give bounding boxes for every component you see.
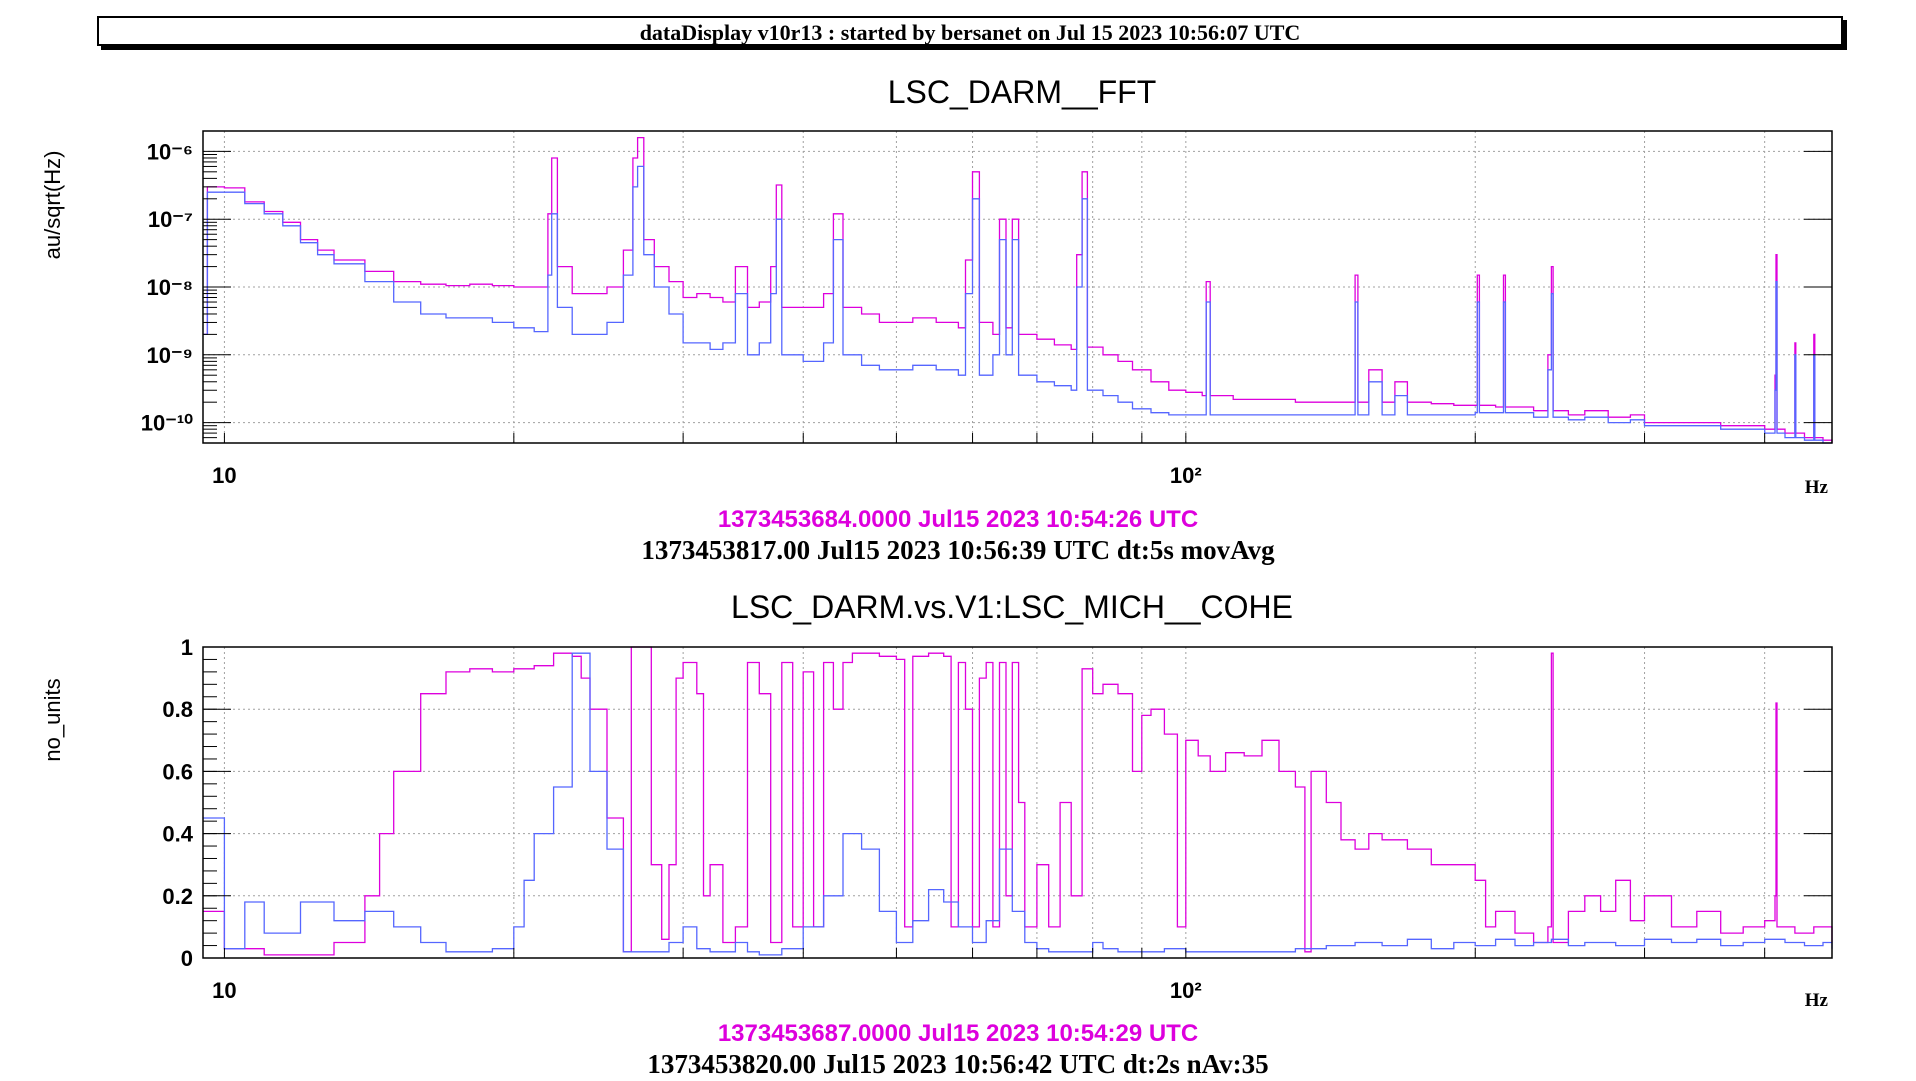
cohe-y-tick-label: 0.6 bbox=[162, 759, 193, 784]
cohe-x-unit: Hz bbox=[1805, 990, 1829, 1011]
cohe-stamp-magenta: 1373453687.0000 Jul15 2023 10:54:29 UTC bbox=[718, 1020, 1198, 1047]
cohe-y-tick-label: 1 bbox=[181, 635, 193, 660]
fft-y-tick-label: 10⁻⁷ bbox=[148, 207, 193, 232]
cohe-ticks: 1 0.8 0.6 0.4 0.2 0 10 10² bbox=[162, 635, 1832, 1003]
fft-series-blue bbox=[203, 165, 1832, 444]
cohe-plot-frame bbox=[202, 646, 1833, 959]
header-text: dataDisplay v10r13 : started by bersanet… bbox=[639, 20, 1301, 45]
cohe-stamp-black: 1373453820.00 Jul15 2023 10:56:42 UTC dt… bbox=[647, 1049, 1268, 1079]
fft-plot-frame bbox=[202, 130, 1833, 444]
fft-stamp-magenta: 1373453684.0000 Jul15 2023 10:54:26 UTC bbox=[718, 506, 1198, 533]
cohe-panel: LSC_DARM.vs.V1:LSC_MICH__COHE no_units 1… bbox=[40, 589, 1833, 1079]
cohe-y-tick-label: 0.4 bbox=[162, 822, 193, 847]
fft-y-tick-label: 10⁻¹⁰ bbox=[141, 411, 193, 436]
cohe-y-tick-label: 0 bbox=[181, 946, 193, 971]
fft-x-tick-label: 10² bbox=[1170, 463, 1202, 488]
fft-title: LSC_DARM__FFT bbox=[888, 74, 1157, 110]
fft-y-tick-label: 10⁻⁶ bbox=[147, 139, 193, 164]
cohe-series-magenta bbox=[203, 646, 1833, 956]
fft-ylabel: au/sqrt(Hz) bbox=[40, 151, 65, 260]
cohe-series-blue bbox=[203, 652, 1833, 956]
fft-panel: LSC_DARM__FFT au/sqrt(Hz) 10⁻⁶10⁻⁷10⁻⁸10… bbox=[40, 74, 1833, 565]
cohe-ylabel: no_units bbox=[40, 678, 65, 761]
fft-y-tick-label: 10⁻⁹ bbox=[146, 343, 193, 368]
fft-ticks: 10⁻⁶ 10⁻⁷ 10⁻⁸ 10⁻⁹ 10⁻¹⁰ 10 10² bbox=[141, 130, 1832, 488]
cohe-series-group bbox=[203, 646, 1833, 956]
header-banner: dataDisplay v10r13 : started by bersanet… bbox=[97, 16, 1843, 46]
fft-y-tick-label: 10⁻⁸ bbox=[147, 275, 193, 300]
fft-grid bbox=[203, 131, 1832, 443]
fft-x-tick-label: 10 bbox=[212, 463, 236, 488]
cohe-x-tick-label: 10 bbox=[212, 978, 236, 1003]
fft-series-group bbox=[203, 136, 1833, 444]
cohe-x-tick-label: 10² bbox=[1170, 978, 1202, 1003]
cohe-y-tick-label: 0.2 bbox=[162, 884, 193, 909]
cohe-y-tick-label: 0.8 bbox=[162, 697, 193, 722]
fft-x-unit: Hz bbox=[1805, 477, 1829, 498]
fft-series-magenta bbox=[203, 136, 1833, 443]
fft-stamp-black: 1373453817.00 Jul15 2023 10:56:39 UTC dt… bbox=[641, 535, 1275, 565]
cohe-title: LSC_DARM.vs.V1:LSC_MICH__COHE bbox=[731, 589, 1293, 625]
